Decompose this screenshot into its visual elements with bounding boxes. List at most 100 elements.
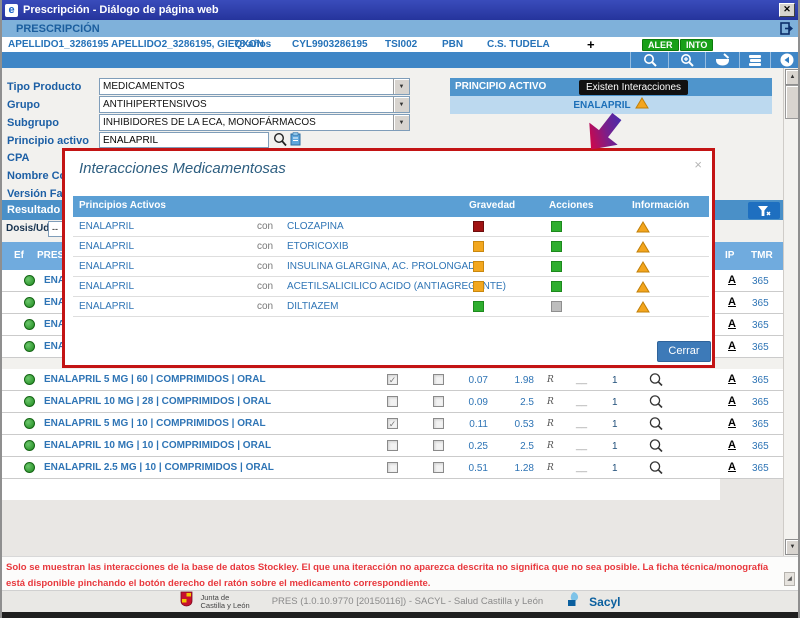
grupo-label: Grupo (7, 99, 40, 111)
interaction-drug: INSULINA GLARGINA, AC. PROLONGADA (287, 261, 482, 272)
back-circle-icon[interactable] (770, 52, 800, 68)
medication-link[interactable]: ENALAPRIL 10 MG | 10 | COMPRIMIDOS | ORA… (44, 440, 271, 451)
checkbox-secondary[interactable] (433, 418, 444, 429)
receta-mark: R (547, 375, 554, 385)
tmr-value: 365 (752, 419, 769, 430)
checkbox-primary[interactable] (387, 396, 398, 407)
ip-link[interactable]: A (728, 296, 736, 308)
disclaimer-scroll-icon[interactable]: ◢ (784, 572, 795, 586)
grupo-select[interactable]: ANTIHIPERTENSIVOS ▼ (99, 96, 410, 113)
interaction-con-label: con (257, 261, 273, 272)
gravedad-indicator (473, 301, 484, 312)
interactions-badge[interactable]: INTO (680, 39, 713, 51)
principio-activo-input[interactable]: ENALAPRIL (99, 132, 269, 148)
interaction-row: ENALAPRILconCLOZAPINA (73, 217, 709, 237)
tipo-producto-select[interactable]: MEDICAMENTOS ▼ (99, 78, 410, 95)
ip-link[interactable]: A (728, 318, 736, 330)
interaction-principle: ENALAPRIL (79, 261, 134, 272)
checkbox-secondary[interactable] (433, 462, 444, 473)
table-row: ENALAPRIL 2.5 MG | 10 | COMPRIMIDOS | OR… (2, 457, 783, 479)
details-magnifier-icon[interactable] (648, 394, 664, 410)
subgrupo-select[interactable]: INHIBIDORES DE LA ECA, MONOFÁRMACOS ▼ (99, 114, 410, 131)
informacion-warning-icon[interactable] (636, 260, 650, 272)
ip-link[interactable]: A (728, 439, 736, 451)
price-value-2: 0.53 (498, 419, 534, 430)
checkbox-secondary[interactable] (433, 396, 444, 407)
interaction-warning-icon[interactable] (635, 96, 649, 114)
price-value-2: 2.5 (498, 441, 534, 452)
gravedad-indicator (473, 281, 484, 292)
interaction-con-label: con (257, 281, 273, 292)
ip-link[interactable]: A (728, 395, 736, 407)
scrollbar-thumb[interactable] (785, 85, 800, 119)
status-ok-icon (24, 396, 35, 407)
cerrar-button[interactable]: Cerrar (657, 341, 711, 362)
medication-link[interactable]: ENALAPRIL 5 MG | 60 | COMPRIMIDOS | ORAL (44, 374, 266, 385)
status-ok-icon (24, 297, 35, 308)
empty-field: __ (576, 462, 587, 473)
tmr-value: 365 (752, 441, 769, 452)
empty-field: __ (576, 418, 587, 429)
price-value-2: 1.28 (498, 463, 534, 474)
details-magnifier-icon[interactable] (648, 460, 664, 476)
search-icon[interactable] (630, 52, 668, 68)
add-icon[interactable]: + (587, 37, 595, 52)
logout-icon[interactable] (780, 22, 794, 35)
filter-button[interactable] (748, 202, 780, 219)
interaction-principle: ENALAPRIL (79, 301, 134, 312)
principio-activo-value: ENALAPRIL (103, 135, 158, 146)
grupo-value: ANTIHIPERTENSIVOS (103, 99, 207, 110)
vertical-scrollbar[interactable]: ▲ ▼ (783, 68, 800, 556)
price-value: 0.07 (452, 375, 488, 386)
informacion-warning-icon[interactable] (636, 300, 650, 312)
ip-link[interactable]: A (728, 417, 736, 429)
scroll-down-icon[interactable]: ▼ (785, 539, 800, 555)
informacion-warning-icon[interactable] (636, 220, 650, 232)
ip-link[interactable]: A (728, 340, 736, 352)
informacion-warning-icon[interactable] (636, 280, 650, 292)
disclaimer-text: Solo se muestran las interacciones de la… (2, 556, 798, 590)
details-magnifier-icon[interactable] (648, 438, 664, 454)
pharmacy-mortar-icon[interactable] (705, 52, 739, 68)
status-ok-icon (24, 341, 35, 352)
modal-close-icon[interactable]: × (694, 157, 702, 172)
price-value-2: 1.98 (498, 375, 534, 386)
toolbar (2, 52, 798, 68)
ip-link[interactable]: A (728, 461, 736, 473)
patient-center: C.S. TUDELA (487, 39, 550, 50)
checkbox-primary[interactable] (387, 440, 398, 451)
quantity-value: 1 (612, 441, 618, 452)
checkbox-secondary[interactable] (433, 440, 444, 451)
checkbox-primary[interactable]: ✓ (387, 418, 398, 429)
chevron-down-icon[interactable]: ▼ (393, 79, 409, 94)
receta-mark: R (547, 419, 554, 429)
interaction-row: ENALAPRILconDILTIAZEM (73, 297, 709, 317)
dose-label: Dosis/Ud (6, 223, 49, 234)
ip-link[interactable]: A (728, 274, 736, 286)
checkbox-secondary[interactable] (433, 374, 444, 385)
gravedad-indicator (473, 241, 484, 252)
medication-link[interactable]: ENALAPRIL 10 MG | 28 | COMPRIMIDOS | ORA… (44, 396, 271, 407)
zoom-search-icon[interactable] (668, 52, 705, 68)
chevron-down-icon[interactable]: ▼ (393, 97, 409, 112)
checkbox-primary[interactable] (387, 462, 398, 473)
books-icon[interactable] (739, 52, 770, 68)
price-value: 0.51 (452, 463, 488, 474)
medication-link[interactable]: ENALAPRIL 5 MG | 10 | COMPRIMIDOS | ORAL (44, 418, 266, 429)
alert-badge[interactable]: ALER (642, 39, 679, 51)
checkbox-primary[interactable]: ✓ (387, 374, 398, 385)
ip-link[interactable]: A (728, 373, 736, 385)
main-content: Tipo Producto MEDICAMENTOS ▼ Grupo ANTIH… (2, 68, 798, 556)
enalapril-link[interactable]: ENALAPRIL (573, 100, 630, 111)
patient-age: 78 años (234, 39, 271, 50)
patient-pbn: PBN (442, 39, 463, 50)
window-close-button[interactable]: ✕ (779, 3, 795, 17)
informacion-warning-icon[interactable] (636, 240, 650, 252)
details-magnifier-icon[interactable] (648, 372, 664, 388)
scroll-up-icon[interactable]: ▲ (785, 69, 800, 85)
chevron-down-icon[interactable]: ▼ (393, 115, 409, 130)
app-header-bar: PRESCRIPCIÓN (2, 20, 798, 37)
details-magnifier-icon[interactable] (648, 416, 664, 432)
medication-link[interactable]: ENALAPRIL 2.5 MG | 10 | COMPRIMIDOS | OR… (44, 462, 274, 473)
quantity-value: 1 (612, 463, 618, 474)
